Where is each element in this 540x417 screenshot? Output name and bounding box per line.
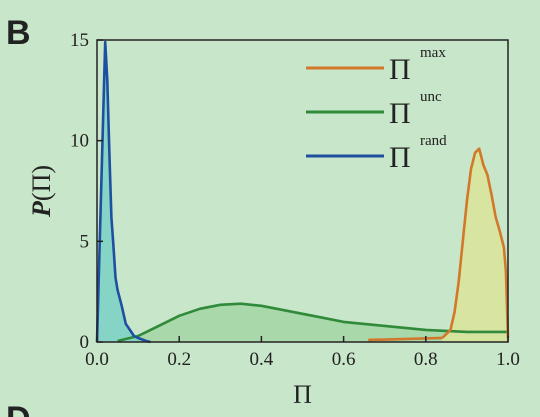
panel-letter-b: B [6, 14, 31, 52]
panel-letter-d: D [6, 400, 31, 417]
x-tick-label: 0.6 [332, 349, 356, 370]
y-tick-label: 5 [80, 231, 90, 252]
legend-label-unc: Π [389, 97, 411, 130]
x-tick-label: 0.4 [250, 349, 274, 370]
x-tick-label: 0.0 [85, 349, 109, 370]
plot-frame [96, 39, 509, 343]
y-axis-label-var: P [27, 200, 56, 218]
series-lines [95, 40, 510, 344]
series-max-line [441, 147, 510, 339]
series-unc-line [117, 302, 508, 343]
series-rand-fill [97, 42, 151, 342]
series-fills [97, 42, 508, 342]
x-axis-label: Π [293, 380, 312, 409]
legend-sup-unc: unc [420, 89, 442, 105]
y-tick-label: 15 [70, 30, 89, 51]
series-rand-line [95, 40, 151, 344]
x-tick-label: 0.8 [414, 349, 438, 370]
legend-sup-rand: rand [420, 133, 447, 149]
legend-label-rand: Π [389, 141, 411, 174]
series-max-fill [442, 148, 508, 342]
y-axis-ticks: 0 5 10 15 [70, 30, 103, 353]
y-tick-label: 10 [70, 131, 89, 152]
x-tick-label: 0.2 [167, 349, 191, 370]
legend-sup-max: max [420, 45, 446, 61]
y-axis-label: P(Π) [27, 165, 56, 218]
y-tick-label: 0 [80, 332, 90, 353]
x-tick-label: 1.0 [496, 349, 520, 370]
y-axis-label-arg: (Π) [27, 165, 56, 201]
x-axis-ticks: 0.0 0.2 0.4 0.6 0.8 1.0 [85, 336, 520, 370]
series-max-baseline [368, 336, 443, 342]
legend-label-max: Π [389, 53, 411, 86]
series-unc-fill [117, 303, 508, 342]
